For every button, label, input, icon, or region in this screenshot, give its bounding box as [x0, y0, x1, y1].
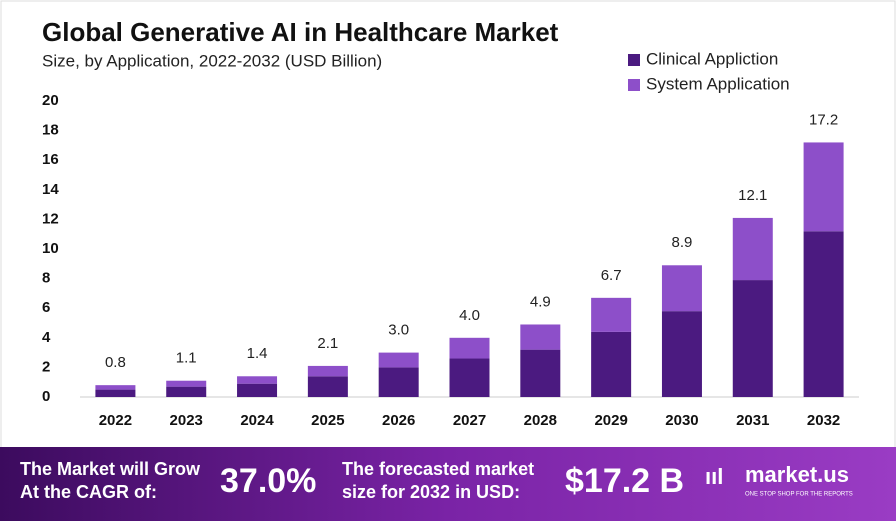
- chart-title: Global Generative AI in Healthcare Marke…: [42, 17, 559, 47]
- total-label: 12.1: [738, 187, 767, 204]
- y-tick-label: 20: [42, 92, 59, 109]
- legend-label: Clinical Appliction: [646, 49, 778, 68]
- y-tick-label: 4: [42, 329, 51, 346]
- y-tick-label: 18: [42, 122, 59, 139]
- bar-segment: [449, 358, 490, 397]
- y-tick-label: 2: [42, 358, 50, 375]
- bar-segment: [520, 324, 561, 350]
- bar-segment: [307, 376, 348, 397]
- bar-segment: [378, 367, 419, 397]
- bar-segment: [661, 265, 702, 312]
- legend-label: System Application: [646, 74, 790, 93]
- footer-text: size for 2032 in USD:: [342, 482, 520, 502]
- footer-logo-icon: ııl: [705, 464, 723, 489]
- bar-segment: [307, 365, 348, 377]
- y-tick-label: 0: [42, 388, 50, 405]
- bar-segment: [520, 349, 561, 397]
- x-tick-label: 2030: [665, 412, 698, 429]
- y-tick-label: 10: [42, 240, 59, 257]
- x-tick-label: 2027: [453, 412, 486, 429]
- x-tick-label: 2024: [240, 412, 274, 429]
- total-label: 4.9: [530, 293, 551, 310]
- total-label: 3.0: [388, 322, 409, 339]
- bar-segment: [95, 389, 136, 397]
- total-label: 1.1: [176, 350, 197, 367]
- legend-swatch: [628, 79, 640, 91]
- bar-segment: [732, 280, 773, 397]
- footer-tagline: ONE STOP SHOP FOR THE REPORTS: [745, 492, 853, 498]
- footer-forecast: $17.2 B: [565, 462, 684, 500]
- y-tick-label: 6: [42, 299, 50, 316]
- bar-segment: [803, 231, 844, 397]
- footer-text: The forecasted market: [342, 459, 534, 479]
- x-tick-label: 2023: [170, 412, 203, 429]
- bar-segment: [803, 142, 844, 232]
- bar-segment: [591, 331, 632, 397]
- bar-segment: [237, 383, 278, 397]
- x-tick-label: 2028: [524, 412, 557, 429]
- total-label: 8.9: [672, 234, 693, 251]
- x-tick-label: 2031: [736, 412, 769, 429]
- bar-segment: [732, 217, 773, 281]
- bar-segment: [237, 376, 278, 384]
- y-tick-label: 8: [42, 270, 50, 287]
- bar-segment: [449, 337, 490, 359]
- x-tick-label: 2032: [807, 412, 840, 429]
- footer-banner: [0, 447, 896, 521]
- footer-text: At the CAGR of:: [20, 482, 157, 502]
- chart-subtitle: Size, by Application, 2022-2032 (USD Bil…: [42, 51, 382, 70]
- footer-cagr: 37.0%: [220, 462, 316, 500]
- bar-segment: [378, 352, 419, 368]
- total-label: 4.0: [459, 307, 480, 324]
- y-tick-label: 12: [42, 210, 59, 227]
- footer-text: The Market will Grow: [20, 459, 201, 479]
- legend-swatch: [628, 54, 640, 66]
- bar-segment: [166, 380, 207, 387]
- total-label: 6.7: [601, 267, 622, 284]
- x-tick-label: 2022: [99, 412, 132, 429]
- y-tick-label: 16: [42, 151, 59, 168]
- y-tick-label: 14: [42, 181, 59, 198]
- bar-segment: [95, 385, 136, 390]
- total-label: 17.2: [809, 111, 838, 128]
- total-label: 0.8: [105, 354, 126, 371]
- total-label: 2.1: [317, 335, 338, 352]
- bar-segment: [166, 386, 207, 397]
- total-label: 1.4: [247, 345, 268, 362]
- footer-brand: market.us: [745, 462, 849, 487]
- bar-segment: [591, 297, 632, 332]
- x-tick-label: 2029: [594, 412, 627, 429]
- bar-segment: [661, 311, 702, 397]
- x-tick-label: 2025: [311, 412, 344, 429]
- x-tick-label: 2026: [382, 412, 415, 429]
